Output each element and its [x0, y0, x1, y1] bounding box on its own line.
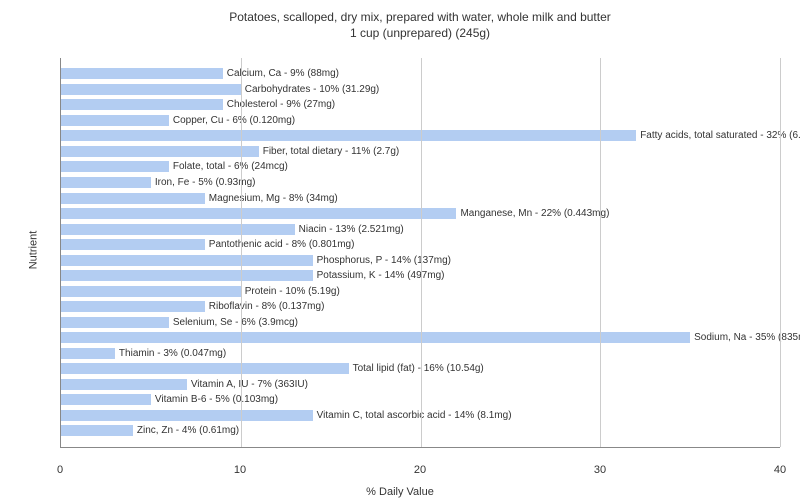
chart-subtitle: 1 cup (unprepared) (245g) — [60, 26, 780, 40]
gridline — [600, 58, 601, 447]
bar-label: Folate, total - 6% (24mcg) — [173, 161, 288, 172]
bar — [61, 348, 115, 359]
bar-label: Phosphorus, P - 14% (137mg) — [317, 255, 451, 266]
bar — [61, 270, 313, 281]
x-tick-label: 10 — [234, 464, 246, 476]
bar-label: Manganese, Mn - 22% (0.443mg) — [460, 208, 609, 219]
bar — [61, 301, 205, 312]
bar — [61, 193, 205, 204]
bar-label: Zinc, Zn - 4% (0.61mg) — [137, 425, 239, 436]
bar — [61, 146, 259, 157]
bar — [61, 379, 187, 390]
bar-label: Cholesterol - 9% (27mg) — [227, 99, 335, 110]
bar-label: Fatty acids, total saturated - 32% (6.45… — [640, 130, 800, 141]
bar — [61, 394, 151, 405]
x-axis-label: % Daily Value — [366, 486, 434, 498]
bar — [61, 130, 636, 141]
bar-label: Thiamin - 3% (0.047mg) — [119, 348, 226, 359]
bar — [61, 224, 295, 235]
bar — [61, 332, 690, 343]
x-tick-label: 0 — [57, 464, 63, 476]
bar — [61, 161, 169, 172]
bar-label: Fiber, total dietary - 11% (2.7g) — [263, 146, 400, 157]
bar — [61, 99, 223, 110]
bar-label: Vitamin A, IU - 7% (363IU) — [191, 379, 308, 390]
bar-label: Pantothenic acid - 8% (0.801mg) — [209, 239, 355, 250]
bar — [61, 410, 313, 421]
bar-label: Vitamin B-6 - 5% (0.103mg) — [155, 394, 278, 405]
bar-label: Vitamin C, total ascorbic acid - 14% (8.… — [317, 410, 512, 421]
chart-title: Potatoes, scalloped, dry mix, prepared w… — [60, 10, 780, 24]
bar-label: Carbohydrates - 10% (31.29g) — [245, 84, 380, 95]
bar — [61, 84, 241, 95]
x-tick-label: 30 — [594, 464, 606, 476]
bar-label: Copper, Cu - 6% (0.120mg) — [173, 115, 295, 126]
bar-label: Sodium, Na - 35% (835mg) — [694, 332, 800, 343]
bar-label: Total lipid (fat) - 16% (10.54g) — [353, 363, 484, 374]
bar — [61, 255, 313, 266]
bar — [61, 239, 205, 250]
x-tick-label: 20 — [414, 464, 426, 476]
bar-label: Niacin - 13% (2.521mg) — [299, 224, 404, 235]
bar — [61, 115, 169, 126]
bar-label: Riboflavin - 8% (0.137mg) — [209, 301, 325, 312]
plot-area: Calcium, Ca - 9% (88mg) Carbohydrates - 1… — [60, 58, 780, 448]
bar-label: Protein - 10% (5.19g) — [245, 286, 340, 297]
bar-label: Magnesium, Mg - 8% (34mg) — [209, 193, 338, 204]
bar — [61, 68, 223, 79]
y-axis-label: Nutrient — [27, 231, 39, 270]
bar-label: Selenium, Se - 6% (3.9mcg) — [173, 317, 298, 328]
bar-label: Potassium, K - 14% (497mg) — [317, 270, 445, 281]
bar-label: Calcium, Ca - 9% (88mg) — [227, 68, 339, 79]
bar — [61, 286, 241, 297]
bar — [61, 177, 151, 188]
bar — [61, 208, 456, 219]
bar — [61, 363, 349, 374]
gridline — [241, 58, 242, 447]
gridline — [421, 58, 422, 447]
x-axis: 010203040 — [60, 460, 780, 480]
x-tick-label: 40 — [774, 464, 786, 476]
chart-container: Potatoes, scalloped, dry mix, prepared w… — [0, 0, 800, 500]
bar — [61, 317, 169, 328]
bar — [61, 425, 133, 436]
gridline — [780, 58, 781, 447]
